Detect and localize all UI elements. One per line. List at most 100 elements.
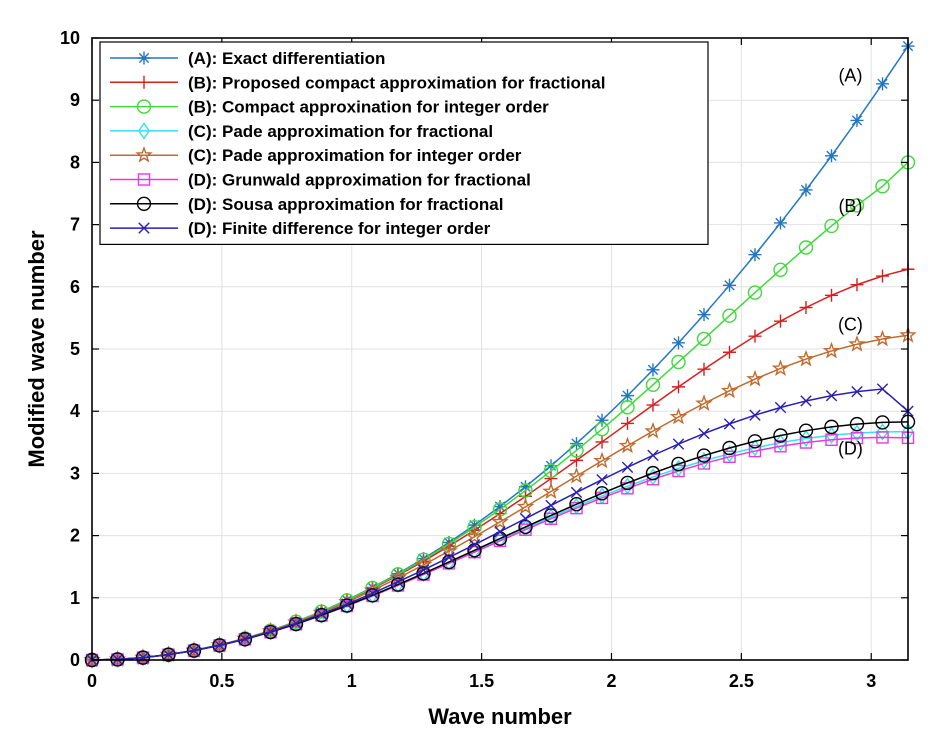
data-point — [644, 421, 662, 439]
data-point — [621, 416, 635, 430]
data-point — [618, 436, 637, 454]
annotation-label: (D) — [838, 439, 863, 459]
data-point — [825, 149, 839, 163]
legend-item: (B): Compact approxination for integer o… — [110, 98, 549, 117]
data-point — [417, 564, 430, 576]
legend-item: (C): Pade approximation for integer orde… — [110, 145, 522, 165]
legend-label: (A): Exact differentiation — [188, 49, 385, 68]
data-point — [849, 198, 865, 213]
data-point — [747, 434, 763, 449]
x-tick-label: 1 — [347, 671, 357, 691]
data-point — [748, 329, 762, 343]
data-point — [519, 480, 533, 494]
data-point — [825, 433, 838, 446]
data-point — [747, 285, 763, 300]
data-point — [773, 314, 787, 328]
data-point — [366, 587, 379, 599]
data-point — [773, 428, 788, 443]
data-point — [797, 349, 815, 367]
tick-layer: 0 0.5 1 1.5 2 2.5 3 0 1 2 3 4 5 6 7 8 9 10 — [60, 28, 908, 691]
x-tick-label: 1.5 — [469, 671, 494, 691]
annotation-label: (A) — [838, 66, 862, 86]
x-tick-label: 2.5 — [729, 671, 754, 691]
data-point — [569, 453, 583, 467]
data-point — [671, 456, 686, 472]
data-point — [443, 551, 455, 564]
y-axis-label: Modified wave number — [24, 230, 49, 468]
data-point — [723, 345, 737, 359]
data-point — [722, 440, 737, 456]
data-point — [723, 450, 736, 464]
data-point — [849, 416, 865, 432]
data-point — [518, 483, 533, 498]
data-point — [720, 381, 739, 399]
legend-label: (D): Sousa approximation for fractional — [188, 195, 503, 214]
data-point — [494, 525, 506, 538]
data-point — [570, 486, 583, 499]
data-point — [825, 288, 839, 302]
legend-item: (C): Pade approximation for fractional — [110, 122, 493, 141]
data-point — [595, 491, 609, 505]
data-point — [774, 401, 787, 414]
data-point — [875, 415, 890, 430]
data-point — [824, 419, 839, 435]
data-point — [873, 329, 892, 347]
data-point — [239, 633, 251, 645]
data-point — [493, 500, 507, 514]
legend-label: (D): Grunwald approximation for fraction… — [188, 171, 531, 190]
data-point — [697, 308, 711, 322]
y-tick-label: 2 — [70, 526, 80, 546]
legend-marker — [136, 196, 152, 212]
data-point — [288, 616, 304, 632]
data-point — [850, 278, 864, 292]
legend-item: (D): Grunwald approximation for fraction… — [110, 171, 531, 190]
data-point — [645, 465, 661, 481]
data-point — [440, 541, 458, 559]
data-point — [824, 218, 839, 234]
data-point — [441, 554, 457, 570]
data-point — [799, 183, 813, 197]
data-point — [542, 482, 560, 499]
data-point — [822, 341, 841, 359]
data-point — [774, 440, 787, 453]
series-line — [91, 334, 909, 661]
data-point — [518, 519, 533, 535]
data-point — [593, 451, 611, 469]
data-point — [875, 179, 890, 194]
data-point — [723, 278, 737, 292]
data-point — [264, 625, 277, 638]
data-point — [875, 77, 889, 91]
legend-item: (D): Finite difference for integer order — [110, 219, 491, 238]
data-point — [875, 269, 889, 283]
legend-label: (D): Finite difference for integer order — [188, 219, 491, 238]
data-point — [569, 496, 584, 512]
data-point — [671, 354, 686, 370]
data-point — [748, 248, 762, 262]
y-tick-label: 7 — [70, 215, 80, 235]
data-point — [748, 444, 762, 458]
data-point — [876, 383, 889, 395]
x-axis-label: Wave number — [428, 704, 572, 729]
legend-item: (B): Proposed compact approximation for … — [110, 73, 606, 92]
data-point — [646, 398, 660, 412]
legend-marker — [135, 145, 153, 163]
data-point — [516, 497, 535, 515]
data-point — [213, 639, 226, 652]
data-point — [264, 626, 277, 639]
data-point — [850, 424, 864, 442]
y-tick-label: 5 — [70, 339, 80, 359]
data-point — [392, 576, 404, 588]
data-point — [723, 418, 736, 430]
data-point — [543, 463, 559, 479]
legend-marker — [137, 122, 151, 140]
data-point — [621, 461, 634, 473]
data-point — [137, 651, 149, 664]
x-tick-label: 3 — [866, 671, 876, 691]
x-tick-label: 0 — [87, 671, 97, 691]
x-tick-label: 0.5 — [209, 671, 234, 691]
data-point — [647, 449, 659, 462]
data-point — [696, 331, 712, 347]
data-point — [645, 377, 661, 393]
x-tick-label: 2 — [606, 671, 616, 691]
legend-item: (A): Exact differentiation — [110, 49, 385, 68]
